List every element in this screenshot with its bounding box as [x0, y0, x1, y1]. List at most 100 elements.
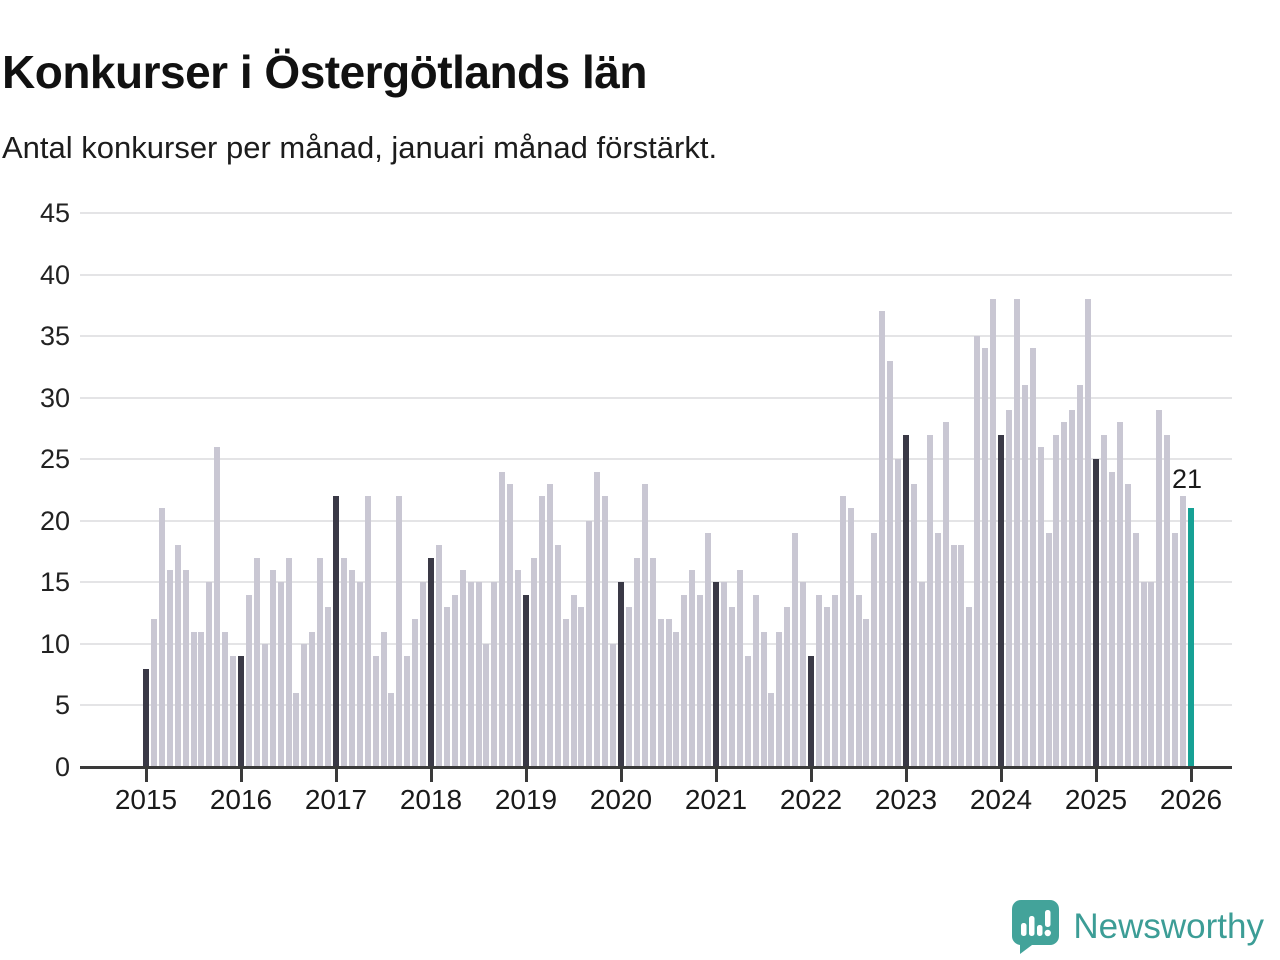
bar-2018-2 — [435, 545, 442, 767]
bar-2021-9 — [776, 631, 783, 767]
bar-2025-7 — [1140, 582, 1147, 767]
bar-2021-8 — [768, 693, 775, 767]
bar-2021-11 — [792, 533, 799, 767]
bar-2015-11 — [222, 631, 229, 767]
bar-2024-10 — [1069, 409, 1076, 767]
bar-2022-10 — [879, 311, 886, 767]
bar-2017-2 — [340, 557, 347, 767]
bar-2023-8 — [958, 545, 965, 767]
bar-2023-9 — [966, 606, 973, 767]
bar-2019-10 — [594, 471, 601, 767]
x-tick-2022 — [809, 769, 813, 782]
bar-2020-12 — [705, 533, 712, 767]
bar-2021-7 — [760, 631, 767, 767]
x-axis-line — [80, 766, 1232, 769]
gridline-25 — [80, 458, 1232, 461]
bar-2024-9 — [1061, 422, 1068, 767]
bar-2021-6 — [752, 594, 759, 767]
bar-2025-6 — [1132, 533, 1139, 767]
bar-2018-12 — [515, 570, 522, 767]
x-axis-label-2018: 2018 — [399, 784, 463, 815]
x-axis-label-2016: 2016 — [209, 784, 273, 815]
bar-2023-5 — [934, 533, 941, 767]
bar-2019-12 — [610, 643, 617, 767]
bar-2019-8 — [578, 606, 585, 767]
bar-2017-5 — [364, 496, 371, 767]
bar-2015-12 — [230, 656, 237, 767]
gridline-15 — [80, 581, 1232, 584]
bar-2018-7 — [475, 582, 482, 767]
x-axis-label-2023: 2023 — [874, 784, 938, 815]
bar-2015-7 — [190, 631, 197, 767]
bar-2015-10 — [214, 446, 221, 767]
bar-2016-2 — [245, 594, 252, 767]
bar-2015-2 — [150, 619, 157, 767]
bar-2022-3 — [823, 606, 830, 767]
bar-2022-4 — [831, 594, 838, 767]
bar-2019-9 — [586, 520, 593, 767]
bar-2019-6 — [562, 619, 569, 767]
x-axis-label-2025: 2025 — [1064, 784, 1128, 815]
bar-2023-12 — [990, 299, 997, 767]
value-annotation: 21 — [1172, 464, 1203, 494]
x-axis-label-2019: 2019 — [494, 784, 558, 815]
gridline-5 — [80, 704, 1232, 707]
bar-2016-11 — [317, 557, 324, 767]
bar-2024-2 — [1005, 409, 1012, 767]
bar-2022-2 — [815, 594, 822, 767]
bar-2020-8 — [673, 631, 680, 767]
bar-2024-8 — [1053, 434, 1060, 767]
bar-2024-7 — [1045, 533, 1052, 767]
bar-2025-8 — [1148, 582, 1155, 767]
bar-2015-8 — [198, 631, 205, 767]
bar-2017-6 — [372, 656, 379, 767]
bar-2019-5 — [554, 545, 561, 767]
bar-2022-5 — [839, 496, 846, 767]
bar-2024-5 — [1029, 348, 1036, 767]
x-axis-label-2017: 2017 — [304, 784, 368, 815]
x-axis-label-2015: 2015 — [114, 784, 178, 815]
bar-2021-4 — [736, 570, 743, 767]
bar-2020-3 — [633, 557, 640, 767]
bar-2023-1 — [903, 434, 909, 767]
gridline-20 — [80, 519, 1232, 522]
bar-2024-4 — [1021, 385, 1028, 767]
bar-2020-2 — [625, 606, 632, 767]
bar-2024-11 — [1077, 385, 1084, 767]
x-tick-2016 — [239, 769, 243, 782]
bar-2020-1 — [618, 582, 624, 767]
bar-2015-5 — [174, 545, 181, 767]
bar-2020-9 — [681, 594, 688, 767]
y-axis-label-5: 5 — [54, 690, 70, 721]
bar-2025-1 — [1093, 459, 1099, 767]
bar-2022-8 — [863, 619, 870, 767]
bar-2025-4 — [1116, 422, 1123, 767]
bar-2018-9 — [491, 582, 498, 767]
gridline-10 — [80, 642, 1232, 645]
bar-2019-11 — [602, 496, 609, 767]
bar-2017-7 — [380, 631, 387, 767]
bar-2018-6 — [467, 582, 474, 767]
y-axis-label-10: 10 — [39, 628, 70, 659]
bar-2015-3 — [158, 508, 165, 767]
bar-2016-8 — [293, 693, 300, 767]
bankruptcy-bar-chart: Konkurser i Östergötlands län Antal konk… — [2, 46, 1232, 815]
bar-2020-5 — [649, 557, 656, 767]
x-axis-label-2021: 2021 — [684, 784, 748, 815]
bar-2021-5 — [744, 656, 751, 767]
bar-2018-10 — [499, 471, 506, 767]
bar-2023-7 — [950, 545, 957, 767]
bar-2019-7 — [570, 594, 577, 767]
bar-2023-3 — [918, 582, 925, 767]
y-axis-label-25: 25 — [39, 444, 70, 475]
bar-2024-6 — [1037, 446, 1044, 767]
chart-speech-bubble-icon — [1012, 900, 1060, 954]
x-tick-2019 — [524, 769, 528, 782]
bar-2020-7 — [665, 619, 672, 767]
bar-2025-12 — [1180, 496, 1187, 767]
bar-2015-4 — [166, 570, 173, 767]
bar-2019-1 — [523, 594, 529, 767]
bar-2020-10 — [689, 570, 696, 767]
bar-2023-10 — [974, 336, 981, 767]
bar-2026-1 — [1188, 508, 1194, 767]
